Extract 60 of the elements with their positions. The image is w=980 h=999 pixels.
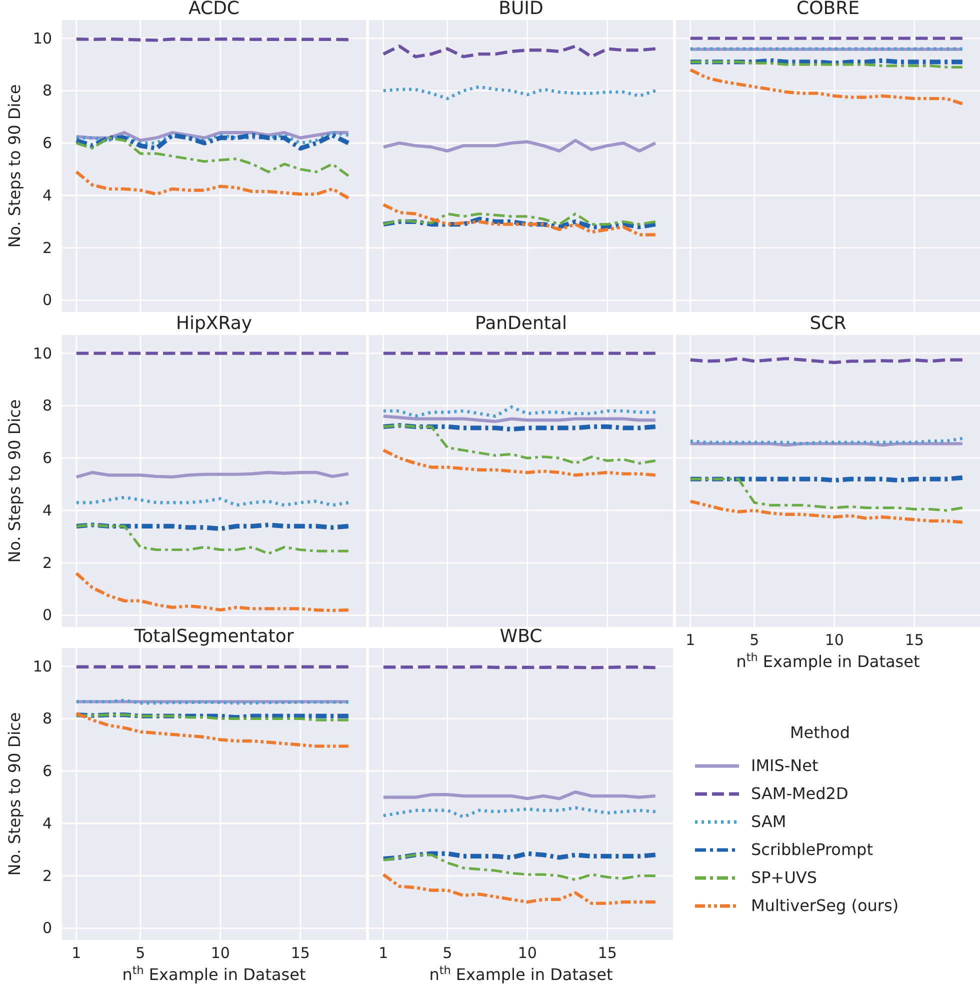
x-tick-label: 15 <box>290 944 310 962</box>
chart-title: HipXRay <box>176 313 252 334</box>
chart-title: ACDC <box>188 0 240 19</box>
line-series <box>74 496 350 507</box>
y-axis-title: No. Steps to 90 Dice <box>5 84 24 248</box>
y-tick-label: 0 <box>42 291 52 310</box>
line-series <box>74 170 350 200</box>
x-tick-label: 15 <box>598 944 617 962</box>
y-tick-label: 0 <box>42 919 52 938</box>
y-tick-label: 6 <box>42 762 52 780</box>
legend-label: MultiverSeg (ours) <box>751 896 899 915</box>
chart-title: COBRE <box>796 0 860 19</box>
x-tick-label: 15 <box>904 631 924 649</box>
line-series <box>74 132 351 151</box>
line-series <box>74 712 350 748</box>
x-tick-label: 1 <box>72 944 82 962</box>
y-tick-label: 6 <box>42 449 52 468</box>
y-tick-label: 2 <box>42 238 52 257</box>
legend-label: ScribblePrompt <box>751 840 873 859</box>
y-tick-label: 4 <box>42 186 52 204</box>
y-tick-label: 4 <box>42 501 52 520</box>
legend-label: SAM-Med2D <box>751 784 848 803</box>
x-tick-label: 10 <box>518 944 537 962</box>
y-tick-label: 8 <box>42 710 52 728</box>
x-tick-label: 10 <box>210 944 230 962</box>
legend-label: SAM <box>751 812 786 831</box>
legend-label: IMIS-Net <box>751 756 818 775</box>
line-series <box>74 572 350 612</box>
y-tick-label: 2 <box>42 554 52 572</box>
y-tick-label: 6 <box>42 134 52 152</box>
y-tick-label: 10 <box>32 344 52 362</box>
y-tick-label: 8 <box>42 396 52 415</box>
chart-title: TotalSegmentator <box>133 626 294 647</box>
x-tick-label: 5 <box>136 944 146 962</box>
chart-title: BUID <box>498 0 544 19</box>
x-tick-label: 1 <box>378 944 388 962</box>
y-tick-label: 0 <box>42 606 52 624</box>
x-axis-title: n$^{th}$ Example in Dataset <box>736 650 920 671</box>
y-tick-label: 10 <box>32 29 52 48</box>
x-tick-label: 5 <box>442 944 452 962</box>
y-tick-label: 4 <box>42 814 52 832</box>
line-series <box>74 131 350 142</box>
y-tick-label: 10 <box>32 657 52 676</box>
x-tick-label: 1 <box>686 631 696 649</box>
legend-label: SP+UVS <box>751 868 818 887</box>
line-series <box>75 524 350 555</box>
line-series <box>75 136 350 178</box>
y-axis-title: No. Steps to 90 Dice <box>5 712 24 876</box>
line-series <box>74 131 350 145</box>
x-axis-title: n$^{th}$ Example in Dataset <box>429 964 613 984</box>
legend-title: Method <box>790 723 850 742</box>
x-axis-title: n$^{th}$ Example in Dataset <box>122 964 306 984</box>
x-tick-label: 10 <box>824 631 844 649</box>
y-axis-title: No. Steps to 90 Dice <box>5 399 24 563</box>
chart-title: SCR <box>810 313 846 334</box>
x-tick-label: 5 <box>750 631 760 649</box>
chart-title: WBC <box>500 626 542 647</box>
y-tick-label: 8 <box>42 82 52 100</box>
y-tick-label: 2 <box>42 866 52 885</box>
chart-title: PanDental <box>475 313 567 334</box>
